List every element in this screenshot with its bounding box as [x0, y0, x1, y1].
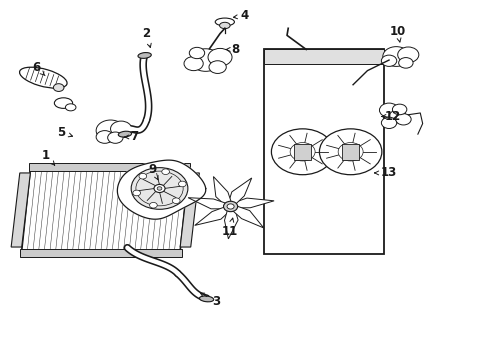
Circle shape [178, 181, 186, 187]
Circle shape [338, 143, 363, 161]
Circle shape [162, 169, 170, 175]
Circle shape [223, 201, 238, 212]
Circle shape [389, 110, 406, 123]
Text: 10: 10 [390, 25, 406, 42]
Polygon shape [214, 176, 231, 205]
Text: 7: 7 [124, 130, 139, 143]
Circle shape [381, 117, 397, 129]
Circle shape [379, 103, 399, 117]
Circle shape [172, 198, 180, 203]
Circle shape [190, 49, 221, 71]
Bar [264, 49, 384, 64]
Circle shape [111, 121, 132, 136]
Text: 8: 8 [226, 43, 240, 56]
Polygon shape [11, 173, 30, 247]
Ellipse shape [199, 296, 214, 302]
Text: 5: 5 [57, 126, 73, 139]
Ellipse shape [65, 104, 76, 111]
Polygon shape [224, 209, 238, 239]
Polygon shape [22, 170, 189, 251]
Circle shape [346, 148, 355, 155]
Text: 1: 1 [42, 149, 55, 165]
Text: 13: 13 [375, 166, 397, 179]
Circle shape [184, 57, 203, 71]
Ellipse shape [215, 18, 234, 26]
Circle shape [108, 132, 123, 143]
Circle shape [399, 58, 413, 68]
Ellipse shape [53, 84, 64, 91]
Polygon shape [118, 160, 206, 219]
Text: 6: 6 [32, 60, 45, 76]
Circle shape [208, 48, 232, 66]
Circle shape [154, 184, 165, 193]
Text: 12: 12 [382, 110, 401, 123]
Circle shape [189, 48, 205, 59]
Circle shape [396, 114, 411, 125]
Circle shape [383, 47, 410, 66]
Circle shape [133, 190, 141, 196]
Circle shape [96, 131, 113, 143]
Circle shape [392, 104, 407, 115]
Ellipse shape [54, 98, 73, 108]
Bar [264, 49, 384, 254]
Circle shape [157, 187, 162, 190]
Text: 9: 9 [148, 163, 158, 180]
Circle shape [319, 129, 382, 175]
Circle shape [381, 55, 397, 66]
Polygon shape [20, 249, 182, 257]
Circle shape [271, 129, 334, 175]
Circle shape [298, 148, 307, 155]
Circle shape [149, 202, 157, 208]
Polygon shape [29, 163, 190, 171]
Bar [294, 144, 311, 159]
Circle shape [398, 47, 419, 63]
Polygon shape [188, 198, 226, 209]
Text: 2: 2 [143, 27, 151, 48]
Ellipse shape [138, 53, 151, 58]
Circle shape [96, 120, 125, 141]
Circle shape [131, 168, 188, 209]
Polygon shape [228, 178, 252, 204]
Ellipse shape [20, 67, 67, 88]
Polygon shape [232, 206, 264, 228]
Text: 3: 3 [200, 293, 220, 308]
Ellipse shape [220, 22, 230, 29]
Ellipse shape [118, 131, 132, 137]
Text: 4: 4 [233, 9, 249, 22]
Polygon shape [233, 198, 274, 208]
Bar [342, 144, 359, 159]
Circle shape [139, 174, 147, 179]
Text: 11: 11 [221, 218, 238, 238]
Circle shape [227, 204, 234, 209]
Polygon shape [195, 207, 230, 225]
Circle shape [290, 143, 315, 161]
Circle shape [209, 61, 226, 73]
Polygon shape [180, 173, 199, 247]
